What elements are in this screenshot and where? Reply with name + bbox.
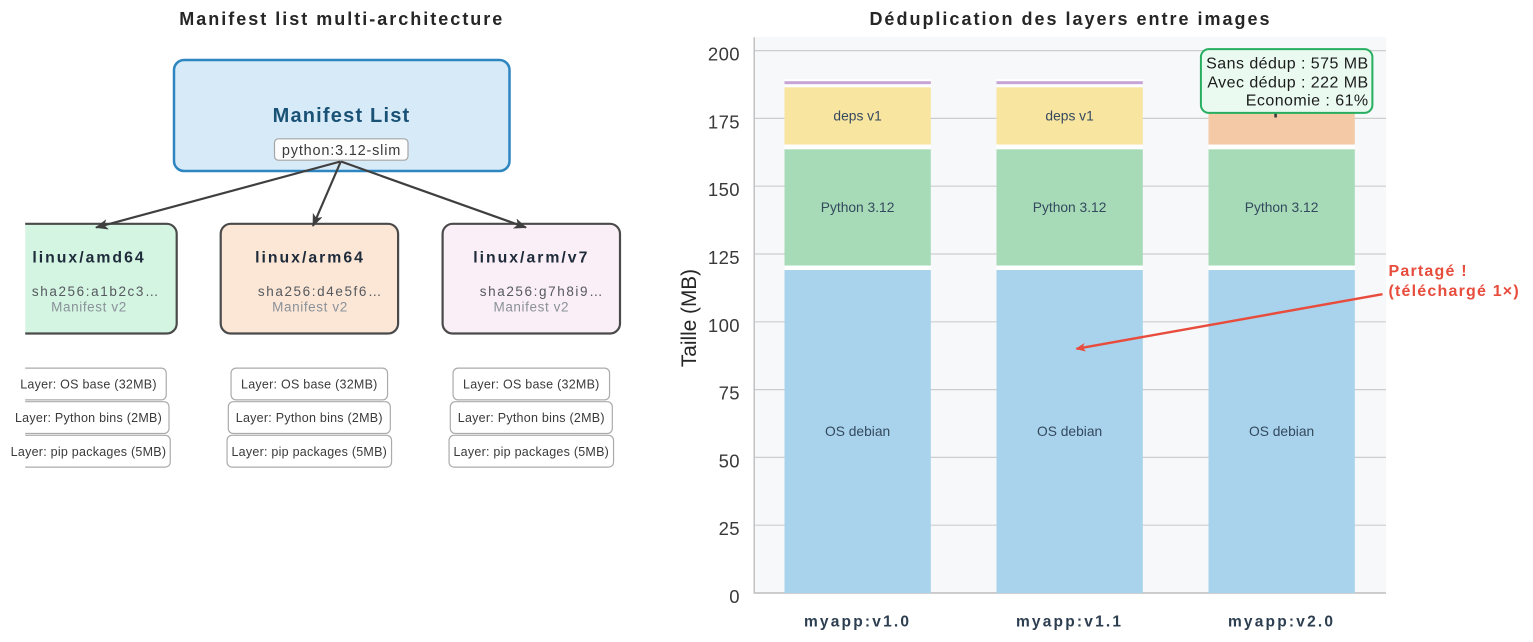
svg-text:Déduplication des layers entre: Déduplication des layers entre images (869, 9, 1271, 29)
svg-text:Avec dédup : 222 MB: Avec dédup : 222 MB (1207, 74, 1368, 91)
svg-text:125: 125 (708, 247, 740, 268)
svg-text:175: 175 (708, 111, 740, 132)
svg-text:75: 75 (719, 383, 740, 404)
svg-text:Layer: OS base (32MB): Layer: OS base (32MB) (463, 378, 600, 392)
svg-text:Sans dédup : 575 MB: Sans dédup : 575 MB (1206, 56, 1368, 73)
svg-text:linux/arm/v7: linux/arm/v7 (473, 250, 589, 267)
svg-text:Layer: Python bins (2MB): Layer: Python bins (2MB) (236, 411, 383, 425)
svg-text:Layer: OS base (32MB): Layer: OS base (32MB) (20, 378, 157, 392)
svg-text:Layer: OS base (32MB): Layer: OS base (32MB) (241, 378, 378, 392)
svg-text:(téléchargé 1×): (téléchargé 1×) (1389, 283, 1520, 300)
svg-text:150: 150 (708, 179, 740, 200)
svg-text:Economie : 61%: Economie : 61% (1246, 93, 1369, 110)
svg-text:deps v1: deps v1 (833, 108, 881, 123)
svg-text:python:3.12-slim: python:3.12-slim (282, 143, 401, 159)
svg-text:OS debian: OS debian (825, 424, 890, 439)
svg-text:Layer: pip packages (5MB): Layer: pip packages (5MB) (11, 445, 167, 459)
svg-text:Layer: Python bins (2MB): Layer: Python bins (2MB) (15, 411, 162, 425)
svg-text:Layer: pip packages (5MB): Layer: pip packages (5MB) (231, 445, 387, 459)
svg-text:sha256:a1b2c3…: sha256:a1b2c3… (32, 284, 160, 299)
svg-text:OS debian: OS debian (1037, 424, 1102, 439)
svg-text:Layer: Python bins (2MB): Layer: Python bins (2MB) (458, 411, 605, 425)
svg-text:Manifest list multi-architectu: Manifest list multi-architecture (179, 9, 504, 29)
svg-text:Layer: pip packages (5MB): Layer: pip packages (5MB) (453, 445, 609, 459)
svg-text:myapp:v1.0: myapp:v1.0 (804, 614, 911, 631)
svg-text:50: 50 (719, 450, 740, 471)
svg-text:OS debian: OS debian (1249, 424, 1314, 439)
svg-text:sha256:d4e5f6…: sha256:d4e5f6… (258, 284, 383, 299)
svg-text:Partagé !: Partagé ! (1389, 263, 1468, 280)
svg-text:myapp:v2.0: myapp:v2.0 (1228, 614, 1335, 631)
svg-text:Manifest List: Manifest List (273, 105, 411, 127)
svg-text:200: 200 (708, 44, 740, 65)
svg-text:sha256:g7h8i9…: sha256:g7h8i9… (480, 284, 604, 299)
svg-text:Manifest v2: Manifest v2 (272, 300, 348, 315)
svg-text:Python 3.12: Python 3.12 (1245, 200, 1319, 215)
svg-text:linux/amd64: linux/amd64 (32, 250, 145, 267)
svg-text:Manifest v2: Manifest v2 (493, 300, 569, 315)
svg-text:deps v1: deps v1 (1045, 108, 1093, 123)
svg-text:myapp:v1.1: myapp:v1.1 (1016, 614, 1123, 631)
svg-text:25: 25 (719, 518, 740, 539)
svg-text:100: 100 (708, 315, 740, 336)
svg-text:Manifest v2: Manifest v2 (51, 300, 127, 315)
svg-text:Python 3.12: Python 3.12 (1033, 200, 1107, 215)
svg-text:linux/arm64: linux/arm64 (255, 250, 365, 267)
svg-text:Python 3.12: Python 3.12 (821, 200, 895, 215)
svg-text:0: 0 (729, 586, 740, 607)
svg-text:Taille (MB): Taille (MB) (678, 269, 701, 367)
